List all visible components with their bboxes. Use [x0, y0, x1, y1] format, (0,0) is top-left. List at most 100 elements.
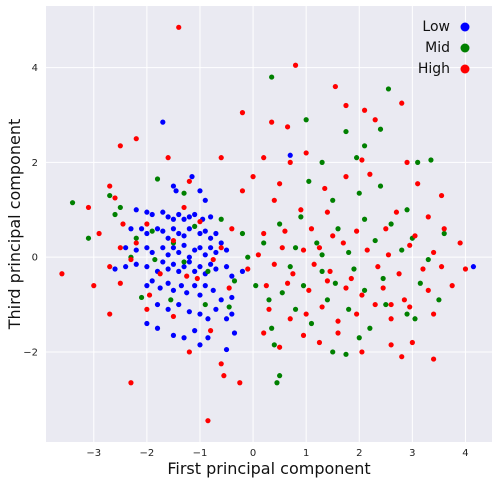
data-point-high: [287, 159, 293, 165]
x-tick-label: 4: [462, 448, 468, 459]
data-point-mid: [428, 157, 434, 163]
data-point-low: [210, 287, 216, 293]
data-point-mid: [112, 211, 118, 218]
data-point-low: [192, 268, 198, 274]
data-points: [59, 24, 477, 424]
data-point-high: [277, 344, 283, 350]
data-point-high: [430, 311, 437, 317]
data-point-mid: [253, 283, 259, 289]
data-point-high: [176, 24, 182, 30]
data-point-high: [407, 242, 413, 248]
data-point-low: [197, 311, 203, 317]
data-point-low: [170, 226, 177, 232]
data-point-low: [207, 245, 214, 251]
data-point-low: [160, 209, 166, 215]
data-point-low: [165, 235, 171, 241]
data-point-low: [202, 197, 208, 203]
data-point-mid: [192, 223, 198, 229]
data-point-high: [449, 283, 455, 289]
data-point-mid: [274, 380, 280, 386]
data-point-high: [380, 285, 386, 291]
data-point-mid: [415, 159, 421, 165]
data-point-mid: [245, 254, 251, 260]
x-tick-label: −2: [140, 448, 155, 459]
data-point-high: [343, 174, 349, 180]
data-point-high: [457, 240, 463, 246]
data-point-mid: [332, 280, 338, 286]
legend-label-mid: Mid: [425, 40, 450, 56]
data-point-high: [462, 266, 469, 272]
x-axis-title: First principal component: [167, 459, 370, 478]
data-point-low: [165, 280, 171, 286]
legend-label-high: High: [418, 61, 450, 77]
data-point-high: [255, 252, 261, 258]
data-point-low: [181, 264, 187, 270]
data-point-high: [385, 252, 392, 258]
data-point-low: [207, 235, 214, 241]
data-point-low: [223, 247, 230, 253]
data-point-high: [359, 157, 365, 163]
data-point-high: [401, 297, 407, 303]
data-point-high: [396, 271, 402, 277]
data-point-mid: [388, 221, 394, 227]
data-point-low: [160, 245, 166, 251]
data-point-low: [186, 259, 192, 265]
data-point-low: [165, 214, 171, 220]
data-point-low: [229, 311, 235, 317]
data-point-high: [117, 280, 123, 286]
data-point-high: [327, 268, 333, 274]
data-point-high: [438, 192, 445, 199]
data-point-mid: [69, 200, 76, 206]
data-point-low: [192, 247, 198, 253]
data-point-mid: [181, 190, 187, 196]
data-point-low: [186, 214, 192, 220]
data-point-low: [197, 230, 203, 237]
data-point-low: [218, 297, 224, 303]
data-point-high: [269, 119, 275, 125]
y-axis-title: Third principal component: [5, 119, 24, 330]
legend-marker-mid: [460, 43, 470, 53]
data-point-high: [388, 342, 394, 348]
data-point-high: [279, 245, 285, 251]
data-point-low: [138, 226, 145, 232]
data-point-low: [186, 226, 192, 232]
data-point-high: [157, 271, 163, 277]
data-point-high: [194, 275, 200, 282]
x-tick-label: 3: [409, 448, 415, 459]
data-point-high: [205, 418, 211, 424]
data-point-mid: [269, 325, 275, 331]
data-point-mid: [356, 190, 362, 196]
data-point-high: [128, 256, 134, 263]
data-point-low: [202, 283, 208, 289]
x-tick-label: −3: [86, 448, 101, 459]
data-point-high: [407, 304, 413, 310]
data-point-low: [133, 247, 139, 253]
data-point-mid: [380, 275, 386, 282]
data-point-low: [165, 266, 171, 272]
data-point-high: [271, 261, 277, 267]
data-point-mid: [292, 245, 299, 251]
data-point-mid: [314, 240, 320, 246]
data-point-mid: [181, 259, 187, 265]
data-point-low: [133, 207, 139, 213]
data-point-high: [128, 380, 134, 386]
data-point-high: [218, 361, 224, 367]
data-point-low: [192, 211, 198, 218]
data-point-low: [197, 292, 203, 298]
data-point-mid: [152, 256, 158, 263]
data-point-high: [96, 230, 102, 237]
data-point-high: [284, 280, 291, 286]
data-point-mid: [319, 252, 325, 258]
data-point-high: [170, 237, 177, 244]
legend: Low Mid High: [418, 19, 470, 77]
data-point-low: [149, 211, 155, 218]
data-point-low: [181, 335, 187, 341]
data-point-mid: [261, 240, 267, 246]
data-point-low: [173, 188, 179, 194]
data-point-high: [441, 226, 447, 232]
data-point-high: [430, 356, 437, 362]
data-point-low: [205, 335, 211, 341]
data-point-low: [197, 188, 203, 194]
data-point-low: [144, 245, 150, 251]
data-point-low: [123, 245, 129, 251]
